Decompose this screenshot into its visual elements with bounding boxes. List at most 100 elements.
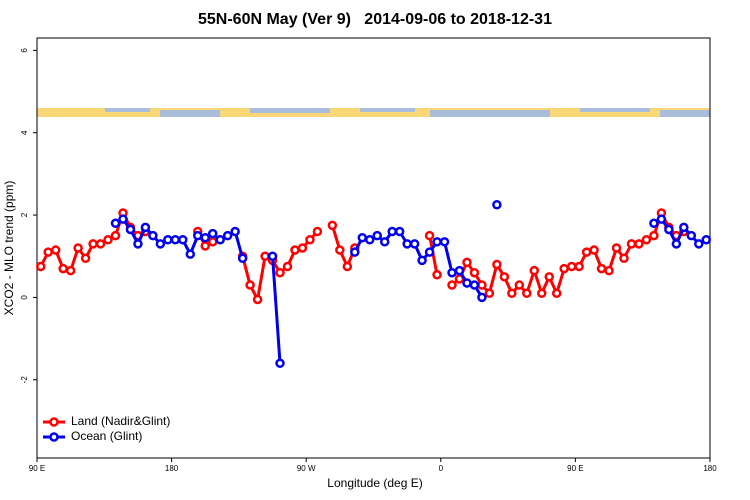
y-tick-label: 6 bbox=[20, 48, 29, 53]
data-point bbox=[649, 230, 659, 241]
data-point bbox=[641, 235, 652, 245]
legend-marker bbox=[49, 432, 59, 442]
data-point bbox=[649, 218, 659, 229]
data-point bbox=[492, 259, 502, 270]
data-point bbox=[484, 288, 495, 299]
data-point bbox=[80, 253, 91, 264]
data-point bbox=[170, 235, 181, 245]
data-point bbox=[237, 253, 248, 264]
data-point bbox=[499, 272, 510, 282]
legend-label: Ocean (Glint) bbox=[71, 429, 142, 443]
data-point bbox=[424, 247, 435, 257]
data-point bbox=[626, 239, 637, 249]
data-point bbox=[95, 239, 106, 249]
y-tick-label: -2 bbox=[20, 376, 29, 384]
data-point bbox=[275, 267, 285, 278]
data-point bbox=[507, 288, 517, 299]
map-strip bbox=[37, 108, 710, 117]
data-point bbox=[50, 245, 61, 255]
y-axis-label: XCO2 - MLO trend (ppm) bbox=[2, 181, 16, 316]
data-point bbox=[312, 226, 323, 237]
data-point bbox=[656, 214, 667, 224]
data-point bbox=[342, 261, 353, 272]
data-point bbox=[372, 230, 382, 241]
data-point bbox=[327, 220, 338, 231]
plot-frame bbox=[36, 37, 711, 459]
data-point bbox=[230, 226, 240, 237]
x-tick-label: 180 bbox=[703, 464, 717, 473]
data-point bbox=[447, 267, 457, 278]
data-point bbox=[155, 239, 166, 249]
data-point bbox=[529, 265, 540, 276]
x-tick-label: 90 E bbox=[29, 464, 45, 473]
data-point bbox=[133, 239, 143, 249]
data-point bbox=[574, 261, 584, 272]
data-point bbox=[469, 280, 480, 290]
data-point bbox=[604, 265, 614, 276]
data-point bbox=[88, 239, 98, 249]
data-point bbox=[118, 214, 128, 224]
data-point bbox=[462, 278, 472, 288]
data-point bbox=[492, 200, 502, 210]
data-point bbox=[559, 263, 569, 274]
y-tick-label: 4 bbox=[20, 130, 29, 135]
data-point bbox=[73, 243, 83, 253]
data-point bbox=[686, 230, 697, 241]
data-point bbox=[694, 239, 704, 249]
data-point bbox=[417, 255, 427, 266]
data-point bbox=[125, 224, 136, 235]
data-point bbox=[200, 241, 210, 251]
data-point bbox=[447, 280, 457, 290]
data-point bbox=[671, 239, 682, 249]
data-point bbox=[454, 265, 465, 276]
y-tick-label: 2 bbox=[20, 212, 29, 217]
chart-title: 55N-60N May (Ver 9) 2014-09-06 to 2018-1… bbox=[198, 11, 552, 28]
data-point bbox=[103, 235, 113, 245]
data-point bbox=[245, 280, 255, 290]
data-point bbox=[35, 261, 46, 272]
data-point bbox=[58, 263, 68, 274]
legend-label: Land (Nadir&Glint) bbox=[71, 414, 170, 428]
data-point bbox=[110, 218, 121, 229]
data-point bbox=[365, 235, 375, 245]
data-point bbox=[387, 226, 397, 237]
data-point bbox=[43, 247, 53, 257]
data-point bbox=[581, 247, 592, 257]
data-point bbox=[290, 245, 300, 255]
y-tick-label: 0 bbox=[20, 295, 29, 300]
data-point bbox=[409, 239, 420, 249]
x-tick-label: 180 bbox=[165, 464, 179, 473]
data-point bbox=[379, 237, 390, 247]
data-point bbox=[282, 261, 293, 272]
x-tick-label: 90 W bbox=[297, 464, 316, 473]
data-point bbox=[110, 230, 121, 241]
data-point bbox=[185, 249, 196, 259]
data-point bbox=[350, 247, 360, 257]
x-axis-label: Longitude (deg E) bbox=[327, 476, 422, 490]
data-point bbox=[267, 251, 278, 261]
data-point bbox=[163, 235, 173, 245]
x-tick-label: 0 bbox=[439, 464, 444, 473]
data-point bbox=[544, 272, 554, 282]
data-point bbox=[335, 245, 345, 255]
data-point bbox=[297, 243, 308, 253]
data-point bbox=[701, 235, 712, 245]
data-point bbox=[477, 280, 487, 290]
data-point bbox=[432, 237, 442, 247]
data-point bbox=[394, 226, 405, 237]
data-point bbox=[566, 261, 577, 272]
data-point bbox=[424, 230, 435, 241]
data-point bbox=[611, 243, 622, 253]
data-point bbox=[551, 288, 562, 299]
data-point bbox=[522, 288, 532, 299]
data-point bbox=[679, 222, 689, 233]
data-point bbox=[275, 358, 285, 369]
data-point bbox=[357, 232, 368, 243]
data-point bbox=[200, 232, 210, 243]
data-point bbox=[634, 239, 644, 249]
data-point bbox=[664, 224, 674, 235]
data-point bbox=[207, 228, 218, 239]
legend-marker bbox=[49, 417, 59, 427]
data-point bbox=[589, 245, 599, 255]
